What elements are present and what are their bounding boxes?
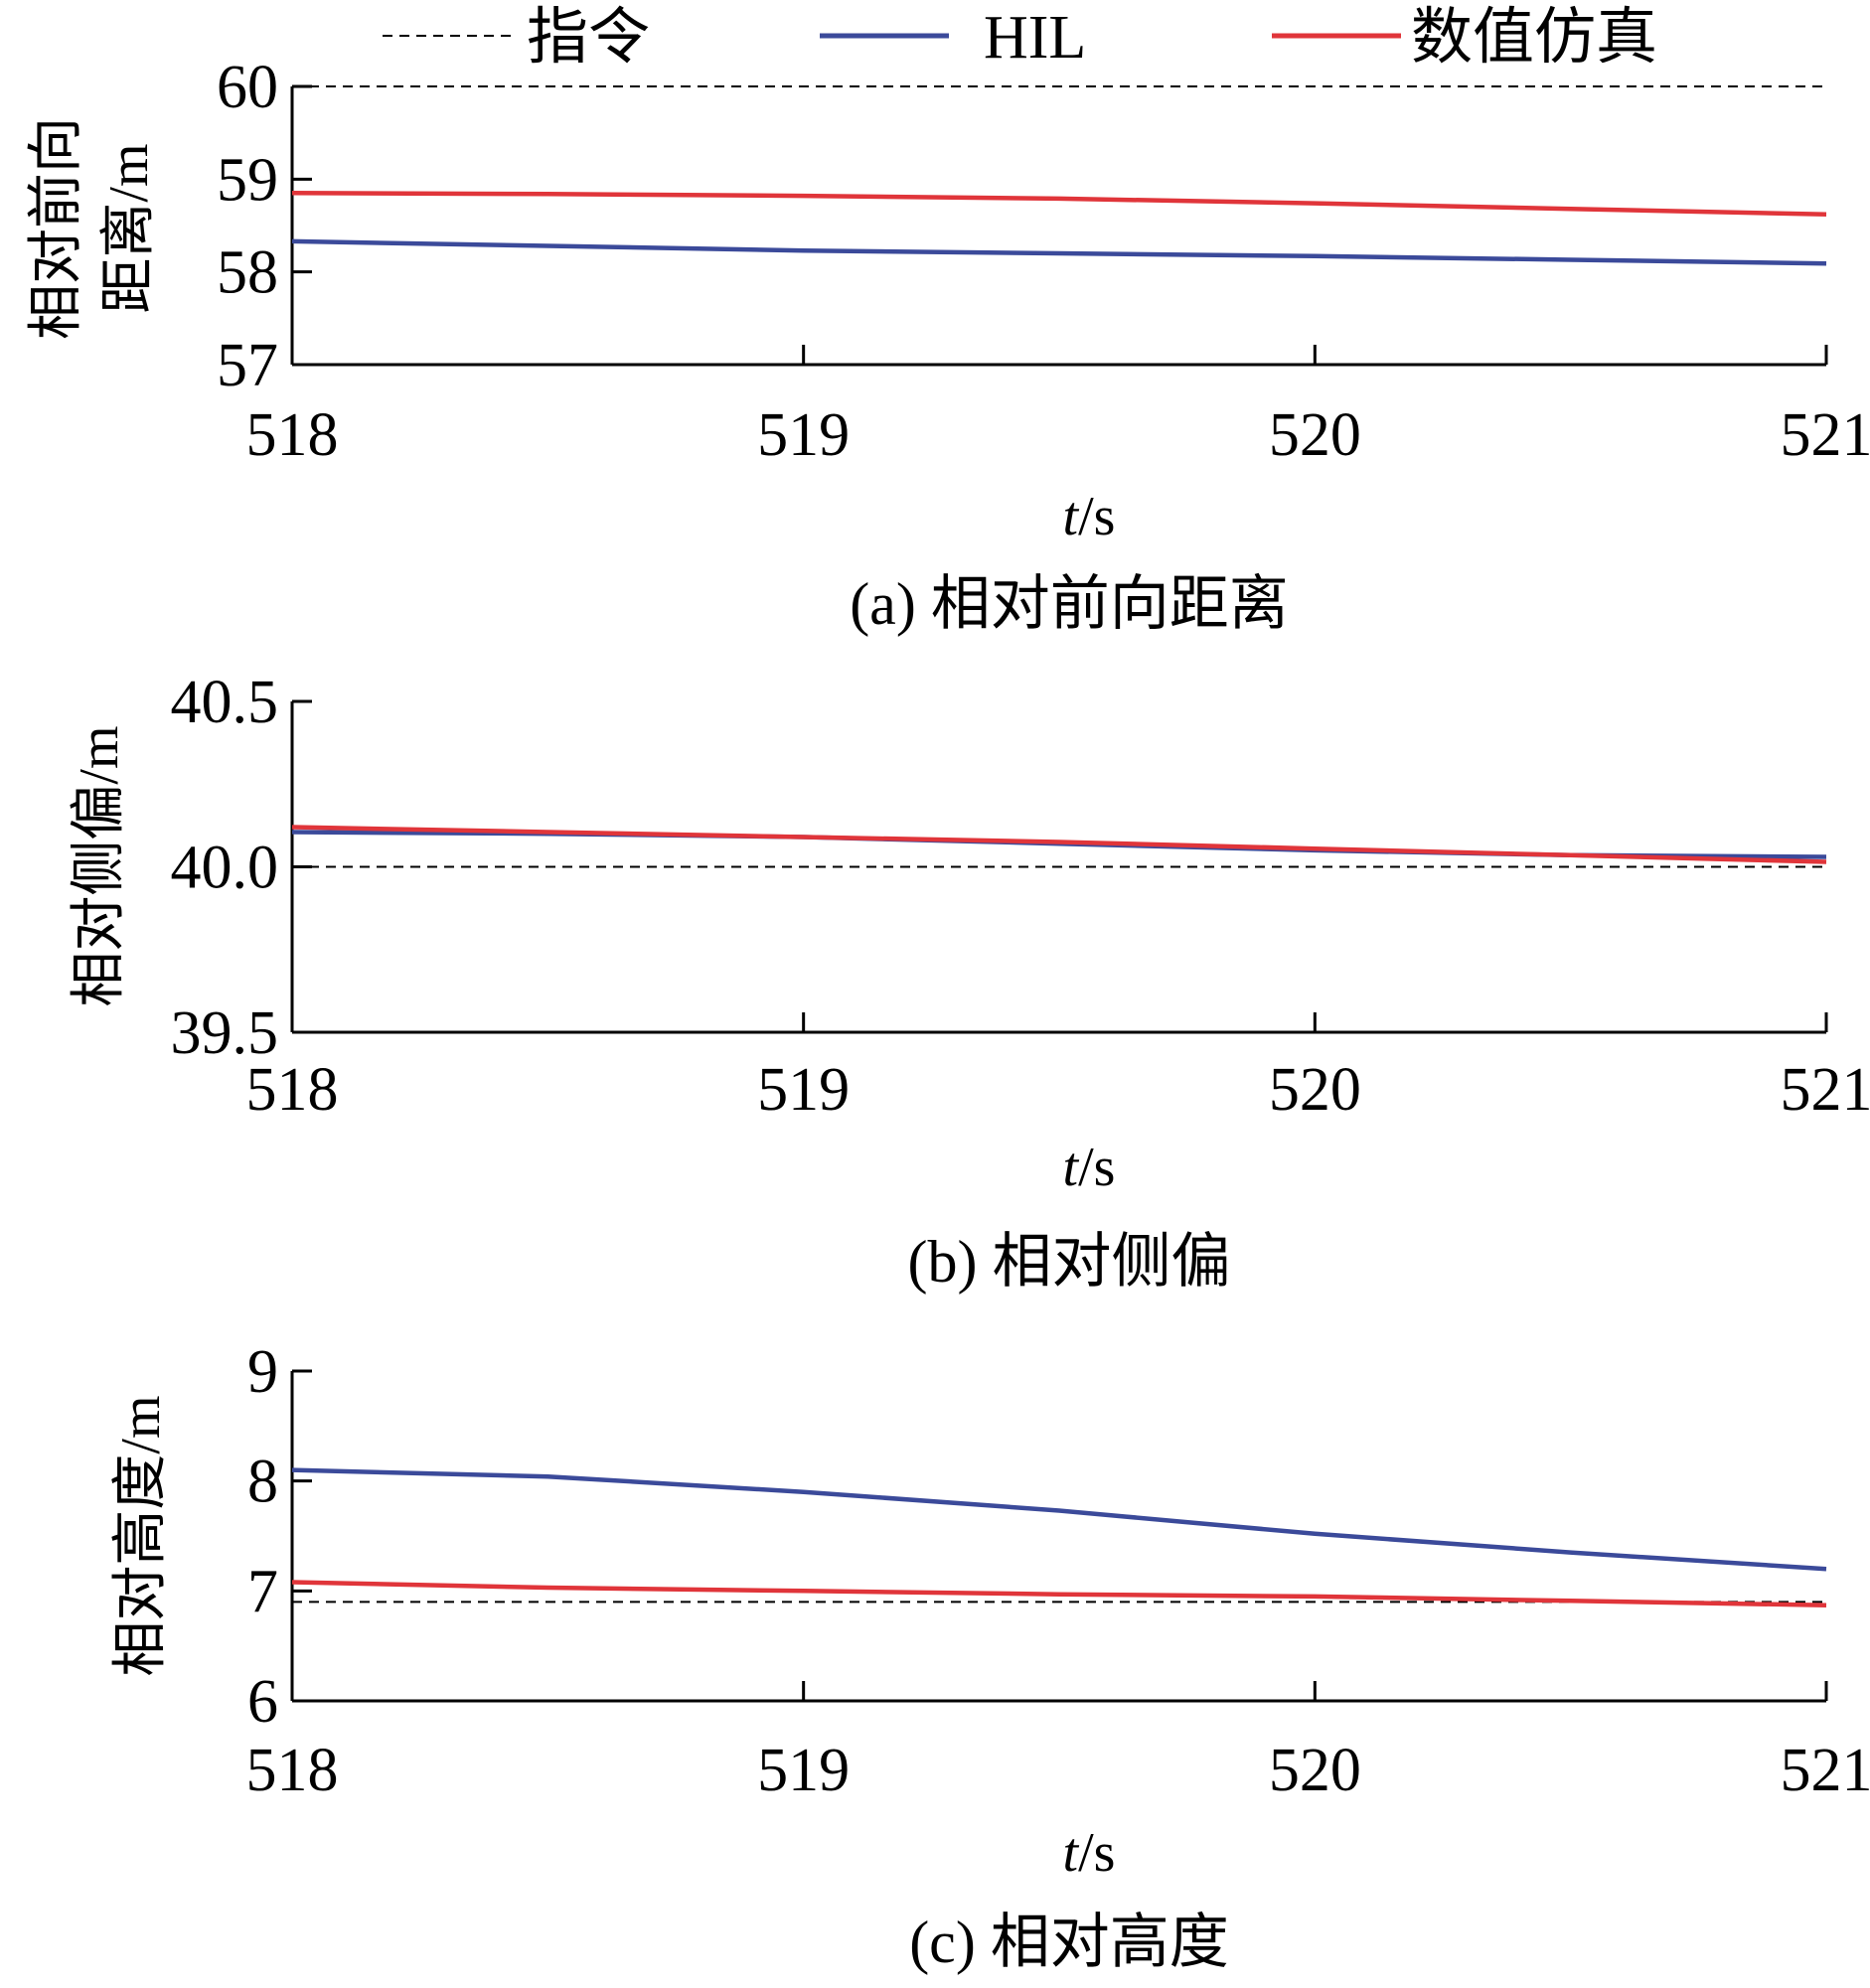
panel-3: 518 519 520 521 6 7 8 9 t/s 相对高度/m (c) 相对高度 [110, 1338, 1870, 1975]
y-tick-label: 57 [217, 332, 278, 399]
x-tick-label: 521 [1781, 1056, 1870, 1124]
series-line [291, 830, 1827, 859]
x-axis-title-var: t [1063, 486, 1080, 547]
legend-item: 指令 [383, 4, 650, 72]
y-tick-label: 8 [247, 1449, 278, 1516]
panel-caption: (b) 相对侧偏 [908, 1229, 1231, 1295]
x-axis-title-unit: /s [1078, 1822, 1115, 1884]
panel-1: 518 519 520 521 57 58 59 60 t/s 相对前向 距离/m (a) 相对前向距… [26, 54, 1870, 637]
x-tick-label: 520 [1269, 1737, 1361, 1804]
x-tick-label: 520 [1269, 1056, 1361, 1124]
y-tick-label: 6 [247, 1668, 278, 1736]
x-tick-label: 520 [1269, 401, 1361, 469]
panel-2: 518 519 520 521 39.5 40.0 40.5 t/s 相对侧偏/m (b) 相对侧… [69, 669, 1870, 1295]
x-tick-label: 519 [757, 401, 850, 469]
y-tick-label: 39.5 [171, 999, 279, 1067]
y-axis-title: 距离/m [98, 143, 160, 313]
series-line [291, 1467, 1827, 1572]
x-axis-title-unit: /s [1078, 486, 1115, 547]
x-tick-label: 518 [246, 1737, 339, 1804]
y-tick-label: 40.5 [171, 669, 279, 736]
y-axis-title: 相对高度/m [110, 1395, 172, 1676]
legend: 指令 HIL 数值仿真 [383, 4, 1657, 72]
x-tick-label: 519 [757, 1056, 850, 1124]
chart-panels: 518 519 520 521 57 58 59 60 t/s 相对前向 距离/m (a) 相对前向距… [26, 54, 1870, 1975]
x-tick-label: 519 [757, 1737, 850, 1804]
x-tick-label: 518 [246, 1056, 339, 1124]
x-axis-title: t/s [1063, 1137, 1116, 1198]
y-tick-label: 9 [247, 1338, 278, 1406]
y-axis-title: 相对侧偏/m [69, 725, 130, 1006]
legend-label: 指令 [527, 4, 650, 72]
x-axis-title-var: t [1063, 1822, 1080, 1884]
series-line [291, 825, 1827, 864]
x-axis-title: t/s [1063, 1822, 1116, 1884]
x-tick-label: 518 [246, 401, 339, 469]
y-tick-label: 40.0 [171, 835, 279, 902]
x-tick-label: 521 [1781, 1737, 1870, 1804]
legend-item: HIL [820, 4, 1086, 72]
series-line [291, 191, 1827, 218]
y-tick-label: 58 [217, 239, 278, 307]
x-tick-label: 521 [1781, 401, 1870, 469]
legend-label: HIL [984, 4, 1086, 72]
y-tick-label: 60 [217, 54, 278, 121]
x-axis-title: t/s [1063, 486, 1116, 547]
panel-caption: (a) 相对前向距离 [850, 571, 1289, 637]
panel-caption: (c) 相对高度 [909, 1910, 1229, 1975]
y-tick-label: 59 [217, 146, 278, 214]
legend-item: 数值仿真 [1272, 4, 1657, 72]
y-axis-title: 相对前向 [26, 117, 87, 340]
x-axis-title-unit: /s [1078, 1137, 1115, 1198]
x-axis-title-var: t [1063, 1137, 1080, 1198]
series-line [291, 1580, 1827, 1607]
y-tick-label: 7 [247, 1558, 278, 1625]
series-line [291, 238, 1827, 266]
legend-label: 数值仿真 [1411, 4, 1657, 72]
